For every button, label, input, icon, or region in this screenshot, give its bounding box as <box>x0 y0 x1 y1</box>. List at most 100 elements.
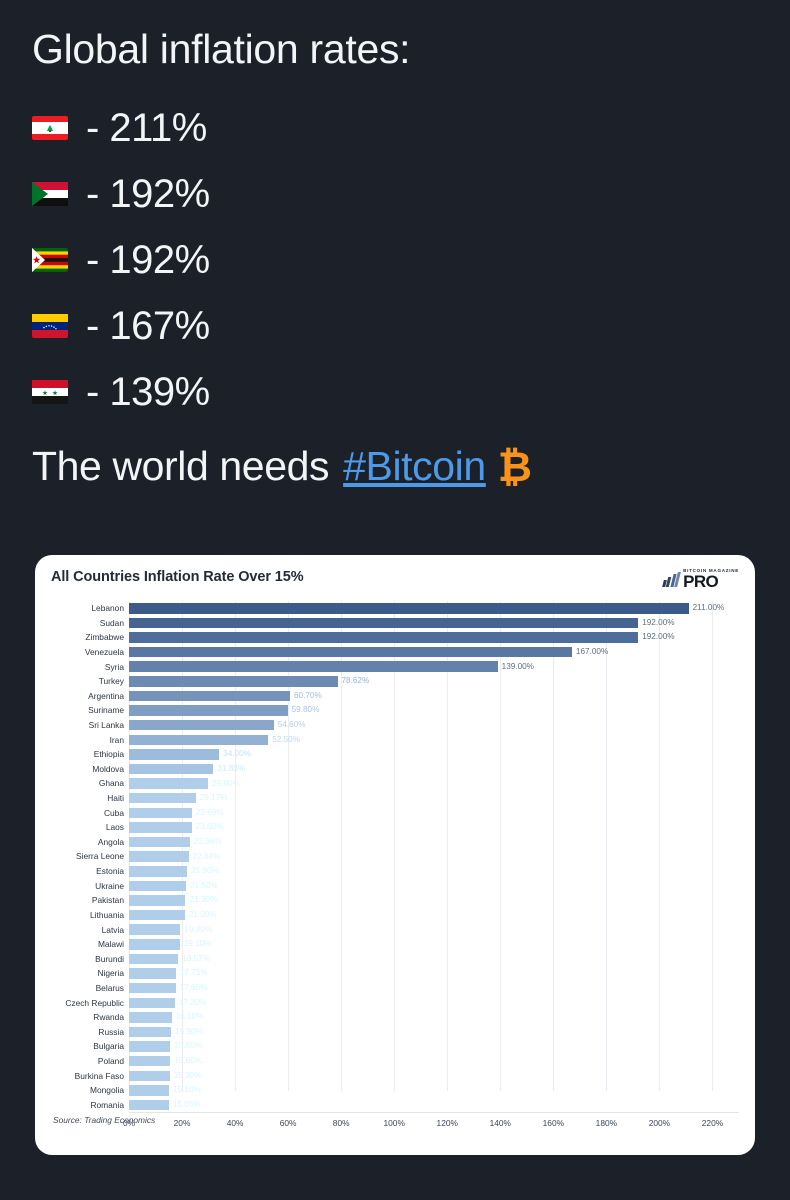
bar-value-label: 21.90% <box>191 866 219 876</box>
bar[interactable] <box>129 866 188 877</box>
bar-row: Rwanda 16.10% <box>51 1010 739 1025</box>
bar-track: 17.71% <box>129 966 739 981</box>
bar-track: 192.00% <box>129 630 739 645</box>
list-item: - 192% <box>32 161 758 227</box>
bar[interactable] <box>129 661 498 672</box>
x-axis-tick: 180% <box>595 1118 618 1129</box>
bar-track: 21.90% <box>129 864 739 879</box>
bar-row: Nigeria 17.71% <box>51 966 739 981</box>
bar-track: 34.00% <box>129 747 739 762</box>
bar[interactable] <box>129 924 181 935</box>
bar-track: 21.50% <box>129 879 739 894</box>
x-axis-tick: 200% <box>648 1118 671 1129</box>
bar[interactable] <box>129 1099 169 1111</box>
bar-row: Russia 15.90% <box>51 1025 739 1040</box>
bar[interactable] <box>129 734 269 746</box>
bar-category-label: Ethiopia <box>93 749 124 760</box>
bar[interactable] <box>129 1026 172 1038</box>
bar-value-label: 52.50% <box>272 734 301 744</box>
bitcoin-hashtag-link[interactable]: #Bitcoin <box>343 443 486 490</box>
bar[interactable] <box>129 895 186 906</box>
bar-category-label: Malawi <box>97 939 124 950</box>
x-axis-tick: 40% <box>226 1118 244 1129</box>
bar[interactable] <box>129 792 196 804</box>
bar-category-label: Estonia <box>96 866 124 877</box>
bar-category-label: Russia <box>98 1026 124 1037</box>
syria-flag-icon <box>32 380 86 405</box>
bar[interactable] <box>129 939 180 950</box>
bar[interactable] <box>129 617 639 629</box>
bar-category-label: Poland <box>97 1055 124 1066</box>
bar-track: 16.10% <box>129 1010 739 1025</box>
bar[interactable] <box>129 909 185 921</box>
bar[interactable] <box>129 982 176 994</box>
bar[interactable] <box>129 1012 172 1023</box>
page-title: Global inflation rates: <box>32 26 411 72</box>
bar[interactable] <box>129 1055 171 1067</box>
bar[interactable] <box>129 1041 171 1052</box>
bar-value-label: 29.80% <box>212 778 240 788</box>
bar-row: Zimbabwe 192.00% <box>51 630 739 645</box>
bar-track: 15.60% <box>129 1054 739 1069</box>
bar-track: 22.96% <box>129 835 739 850</box>
bar-value-label: 15.60% <box>174 1041 203 1051</box>
bar[interactable] <box>129 719 274 731</box>
bar-row: Moldova 31.83% <box>51 762 739 777</box>
x-axis-tick: 140% <box>489 1118 512 1129</box>
bar[interactable] <box>129 705 288 716</box>
zimbabwe-flag-icon <box>32 248 86 273</box>
bar-row: Turkey 78.62% <box>51 674 739 689</box>
bar[interactable] <box>129 690 290 702</box>
bar-track: 139.00% <box>129 659 739 674</box>
bar-track: 23.60% <box>129 820 739 835</box>
bar-value-label: 23.60% <box>195 822 224 832</box>
bar-row: Angola 22.96% <box>51 835 739 850</box>
bar-value-label: 211.00% <box>692 603 725 613</box>
bar-track: 17.60% <box>129 981 739 996</box>
bar-row: Pakistan 21.30% <box>51 893 739 908</box>
bar[interactable] <box>129 836 190 848</box>
bar-row: Sudan 192.00% <box>51 616 739 631</box>
bar[interactable] <box>129 822 192 833</box>
bar[interactable] <box>129 997 175 1008</box>
bar-row: Belarus 17.60% <box>51 981 739 996</box>
bar[interactable] <box>129 646 572 658</box>
chart-card: All Countries Inflation Rate Over 15% BI… <box>35 555 755 1155</box>
list-item: - 139% <box>32 359 758 425</box>
bar[interactable] <box>129 749 220 760</box>
bar-row: Burundi 18.57% <box>51 952 739 967</box>
bitcoin-symbol-icon: ₿ <box>497 442 532 490</box>
list-item: - 167% <box>32 293 758 359</box>
bitcoin-magazine-pro-logo: BITCOIN MAGAZINE PRO <box>661 568 739 590</box>
x-axis-tick: 0% <box>122 1118 136 1129</box>
bar[interactable] <box>129 968 176 979</box>
bar[interactable] <box>129 778 209 789</box>
bar-value-label: 34.00% <box>223 749 251 759</box>
x-axis-tick: 100% <box>383 1118 405 1129</box>
bar-value-label: 21.30% <box>189 895 218 905</box>
bar[interactable] <box>129 851 189 862</box>
bar[interactable] <box>129 880 187 892</box>
bar-track: 52.50% <box>129 732 739 747</box>
inflation-rate-list: - 211% - 192% <box>32 95 758 425</box>
bar[interactable] <box>129 603 689 614</box>
bar-category-label: Lithuania <box>90 909 124 920</box>
bar-track: 15.90% <box>129 1025 739 1040</box>
bar-category-label: Romania <box>90 1099 124 1110</box>
bar[interactable] <box>129 632 639 643</box>
bar-track: 15.10% <box>129 1083 739 1098</box>
bar[interactable] <box>129 763 214 775</box>
bar-category-label: Belarus <box>95 982 124 993</box>
bar-category-label: Mongolia <box>90 1085 124 1096</box>
bar-value-label: 15.10% <box>173 1085 201 1095</box>
bar[interactable] <box>129 807 192 819</box>
bar[interactable] <box>129 953 179 965</box>
bar-row: Cuba 23.69% <box>51 806 739 821</box>
bar-track: 15.30% <box>129 1069 739 1084</box>
bar[interactable] <box>129 1085 170 1096</box>
x-axis: 0% 20% 40% 60% 80% 100% 120% 140% 160% 180% 200% 22… <box>123 1112 739 1134</box>
bar[interactable] <box>129 676 338 687</box>
bar[interactable] <box>129 1070 170 1082</box>
x-axis-tick: 120% <box>436 1118 458 1129</box>
bar-row: Romania 15.05% <box>51 1098 739 1113</box>
